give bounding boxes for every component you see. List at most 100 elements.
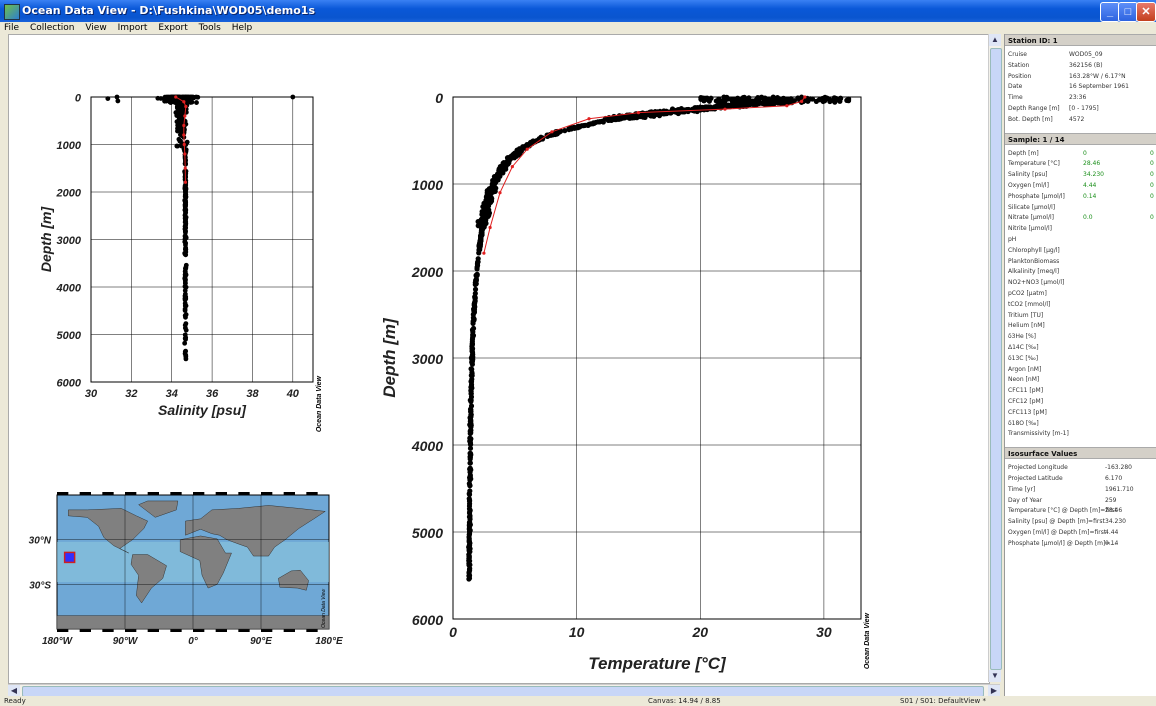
menu-view[interactable]: View (85, 23, 107, 33)
salinity-point (105, 96, 111, 101)
map-border-tick (238, 492, 250, 495)
temperature-point (475, 259, 481, 265)
temperature-point (813, 98, 819, 104)
menu-help[interactable]: Help (231, 23, 253, 33)
salinity-point (175, 112, 180, 118)
isosurface-row[interactable]: Projected Longitude -163.280 (1005, 462, 1156, 473)
station-row[interactable]: Time 23:36 (1005, 92, 1156, 103)
sample-row[interactable]: δ18O [‰] (1005, 418, 1156, 429)
scroll-right-icon[interactable]: ▶ (988, 685, 1000, 697)
field-label: Helium [nM] (1008, 322, 1045, 330)
isosurface-row[interactable]: Oxygen [ml/l] @ Depth [m]=first 4.44 (1005, 527, 1156, 538)
map-border-tick (125, 629, 137, 632)
salinity-point (183, 240, 189, 246)
menu-collection[interactable]: Collection (29, 23, 75, 33)
sample-row[interactable]: pH (1005, 234, 1156, 245)
sample-row[interactable]: Salinity [psu] 34.230 0 (1005, 169, 1156, 180)
sample-row[interactable]: Tritium [TU] (1005, 310, 1156, 321)
vertical-scrollbar[interactable]: ▲ ▼ (988, 34, 1002, 682)
sample-row[interactable]: tCO2 [mmol/l] (1005, 299, 1156, 310)
isosurface-row[interactable]: Phosphate [µmol/l] @ Depth [m]=... 0.14 (1005, 538, 1156, 549)
station-row[interactable]: Date 16 September 1961 (1005, 81, 1156, 92)
map-border-tick (306, 629, 318, 632)
sample-row[interactable]: pCO2 [µatm] (1005, 288, 1156, 299)
sample-header: Sample: 1 / 14 (1005, 132, 1156, 145)
sample-row[interactable]: Depth [m] 0 0 (1005, 148, 1156, 159)
menu-tools[interactable]: Tools (198, 23, 221, 33)
sample-row[interactable]: Nitrate [µmol/l] 0.0 0 (1005, 212, 1156, 223)
sample-row[interactable]: Neon [nM] (1005, 374, 1156, 385)
temperature-point (582, 122, 588, 128)
menu-file[interactable]: File (4, 23, 20, 33)
isosurface-row[interactable]: Salinity [psu] @ Depth [m]=first 34.230 (1005, 516, 1156, 527)
field-label: CFC113 [pM] (1008, 408, 1047, 416)
temperature-point (467, 483, 473, 489)
isosurface-row[interactable]: Temperature [°C] @ Depth [m]=first 28.46 (1005, 505, 1156, 516)
station-row[interactable]: Depth Range [m] [0 - 1795] (1005, 103, 1156, 114)
sample-row[interactable]: Transmissivity [m-1] (1005, 428, 1156, 439)
station-row[interactable]: Cruise WOD05_09 (1005, 49, 1156, 60)
temperature-point (469, 327, 476, 333)
isosurface-row[interactable]: Time [yr] 1961.710 (1005, 484, 1156, 495)
salinity-point (182, 351, 188, 357)
temperature-point (468, 430, 474, 436)
station-header: Station ID: 1 (1005, 34, 1156, 46)
sample-row[interactable]: Temperature [°C] 28.46 0 (1005, 158, 1156, 169)
map-border-tick (147, 629, 159, 632)
sample-row[interactable]: PlanktonBiomass (1005, 256, 1156, 267)
field-label: Transmissivity [m-1] (1008, 430, 1069, 438)
temperature-point (467, 527, 473, 533)
sample-row[interactable]: Helium [nM] (1005, 320, 1156, 331)
isosurface-row[interactable]: Projected Latitude 6.170 (1005, 473, 1156, 484)
menu-import[interactable]: Import (117, 23, 148, 33)
salinity-point (183, 327, 189, 333)
station-row[interactable]: Station 362156 (B) (1005, 60, 1156, 71)
station-row[interactable]: Bot. Depth [m] 4572 (1005, 114, 1156, 125)
x-tick-label: 38 (246, 388, 259, 400)
salinity-point (177, 121, 182, 127)
sample-row[interactable]: Δ14C [‰] (1005, 342, 1156, 353)
sample-row[interactable]: Chlorophyll [µg/l] (1005, 245, 1156, 256)
sample-row[interactable]: δ3He [%] (1005, 331, 1156, 342)
sample-row[interactable]: Phosphate [µmol/l] 0.14 0 (1005, 191, 1156, 202)
maximize-button[interactable]: □ (1118, 2, 1138, 22)
temperature-point (762, 100, 768, 107)
minimize-button[interactable]: _ (1100, 2, 1120, 22)
salinity-points (105, 94, 296, 362)
sample-row[interactable]: NO2+NO3 [µmol/l] (1005, 277, 1156, 288)
sample-row[interactable]: CFC12 [pM] (1005, 396, 1156, 407)
scroll-down-icon[interactable]: ▼ (989, 670, 1001, 682)
sample-row[interactable]: CFC11 [pM] (1005, 385, 1156, 396)
temperature-point (648, 113, 654, 119)
menu-bar: File Collection View Import Export Tools… (0, 22, 1156, 34)
isosurface-row[interactable]: Day of Year 259 (1005, 495, 1156, 506)
sample-row[interactable]: CFC113 [pM] (1005, 407, 1156, 418)
sample-row[interactable]: Alkalinity [meq/l] (1005, 266, 1156, 277)
sample-row[interactable]: Oxygen [ml/l] 4.44 0 (1005, 180, 1156, 191)
sample-row[interactable]: Silicate [µmol/l] (1005, 202, 1156, 213)
salinity-point (114, 94, 120, 100)
plot-canvas[interactable]: 30 32 34 36 38 40 0 1000 2000 3000 4000 5000 6000 Sal… (8, 34, 990, 684)
temperature-point (466, 514, 473, 520)
temperature-point (705, 106, 711, 112)
sample-row[interactable]: δ13C [‰] (1005, 353, 1156, 364)
station-row[interactable]: Position 163.28°W / 6.17°N (1005, 71, 1156, 82)
sample-row[interactable]: Argon [nM] (1005, 364, 1156, 375)
temperature-profile-point (482, 251, 486, 255)
salinity-point (177, 138, 183, 144)
field-label: pH (1008, 236, 1017, 243)
close-button[interactable]: ✕ (1136, 2, 1156, 22)
salinity-point (194, 100, 199, 105)
field-value: 0.14 (1105, 539, 1119, 547)
scroll-thumb[interactable] (990, 48, 1002, 670)
temperature-point (827, 98, 833, 105)
map-border-tick (283, 629, 295, 632)
scroll-left-icon[interactable]: ◀ (8, 685, 20, 697)
scroll-up-icon[interactable]: ▲ (989, 34, 1001, 46)
field-flag: 0 (1150, 160, 1154, 168)
menu-export[interactable]: Export (158, 23, 188, 33)
sample-row[interactable]: Nitrite [µmol/l] (1005, 223, 1156, 234)
map-border-tick (79, 492, 91, 495)
temperature-point (466, 576, 472, 582)
temperature-point (467, 456, 473, 462)
